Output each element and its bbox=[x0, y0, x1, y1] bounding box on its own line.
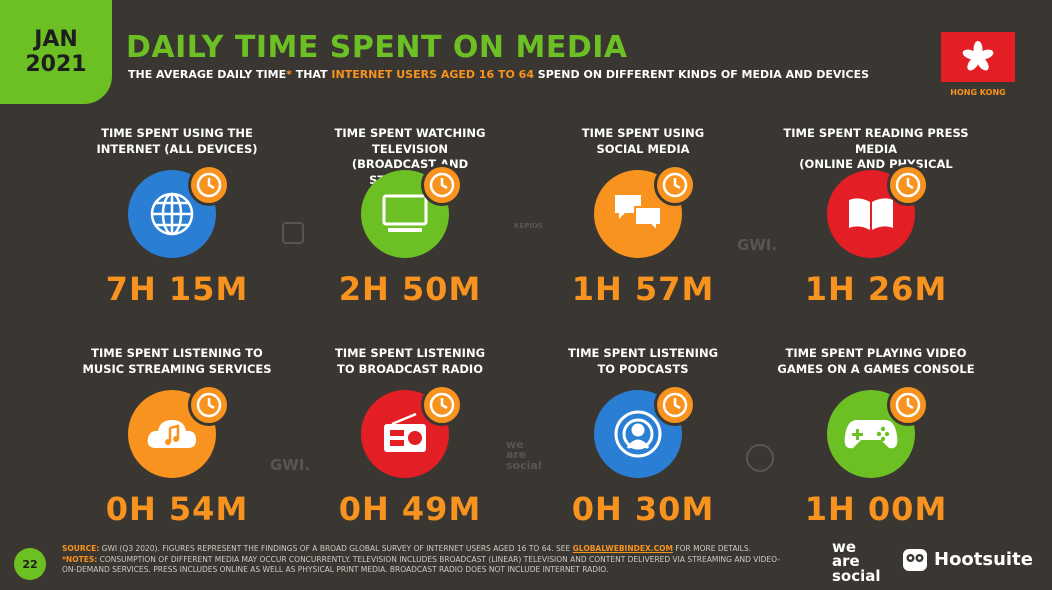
subtitle-post: SPEND ON DIFFERENT KINDS OF MEDIA AND DE… bbox=[533, 68, 870, 81]
metric-value: 0H 54M bbox=[105, 490, 249, 528]
clock-icon bbox=[654, 164, 696, 206]
source-text: GWI (Q3 2020). FIGURES REPRESENT THE FIN… bbox=[99, 544, 573, 553]
metric-music-streaming: TIME SPENT LISTENING TO MUSIC STREAMING … bbox=[67, 346, 287, 528]
clock-icon bbox=[887, 164, 929, 206]
gwi-watermark-2: GWI. bbox=[270, 456, 311, 474]
hootsuite-wordmark: Hootsuite bbox=[934, 548, 1033, 570]
footer-notes: SOURCE: GWI (Q3 2020). FIGURES REPRESENT… bbox=[62, 544, 782, 576]
globe-icon bbox=[128, 170, 216, 258]
metric-internet: TIME SPENT USING THE INTERNET (ALL DEVIC… bbox=[67, 126, 287, 308]
date-badge: JAN 2021 bbox=[0, 0, 112, 104]
metric-value: 1H 57M bbox=[571, 270, 715, 308]
metric-label: TIME SPENT USING THE INTERNET (ALL DEVIC… bbox=[96, 126, 258, 156]
metric-label: TIME SPENT LISTENING TO BROADCAST RADIO bbox=[334, 346, 486, 376]
owl-icon bbox=[903, 549, 927, 571]
clock-icon bbox=[887, 384, 929, 426]
date-year: 2021 bbox=[25, 52, 87, 77]
metric-value: 1H 00M bbox=[804, 490, 948, 528]
clock-icon bbox=[188, 384, 230, 426]
we-are-social-logo: we are social bbox=[832, 538, 881, 585]
book-icon bbox=[827, 170, 915, 258]
subtitle-star: * bbox=[286, 68, 292, 81]
we-are-social-watermark: we are social bbox=[506, 438, 542, 472]
page-number: 22 bbox=[14, 548, 46, 580]
gwi-watermark-1: GWI. bbox=[737, 236, 778, 254]
metric-value: 1H 26M bbox=[804, 270, 948, 308]
metric-value: 2H 50M bbox=[338, 270, 482, 308]
was-logo-line-1: we bbox=[832, 538, 857, 556]
clock-icon bbox=[654, 384, 696, 426]
was-line-3: social bbox=[506, 458, 542, 472]
page-subtitle: THE AVERAGE DAILY TIME* THAT INTERNET US… bbox=[128, 68, 869, 81]
metric-label: TIME SPENT PLAYING VIDEO GAMES ON A GAME… bbox=[777, 346, 975, 376]
gamepad-icon bbox=[827, 390, 915, 478]
metric-broadcast-radio: TIME SPENT LISTENING TO BROADCAST RADIO … bbox=[300, 346, 520, 528]
subtitle-highlight: INTERNET USERS AGED 16 TO 64 bbox=[331, 68, 534, 81]
metric-value: 0H 30M bbox=[571, 490, 715, 528]
notes-key: *NOTES: bbox=[62, 554, 98, 564]
was-line-1: we bbox=[506, 438, 524, 451]
source-key: SOURCE: bbox=[62, 544, 100, 553]
date-month: JAN bbox=[34, 26, 78, 52]
clock-icon bbox=[421, 384, 463, 426]
metric-social-media: TIME SPENT USING SOCIAL MEDIA 1H 57M bbox=[533, 126, 753, 308]
subtitle-mid: THAT bbox=[291, 68, 332, 81]
metric-press-media: TIME SPENT READING PRESS MEDIA (ONLINE A… bbox=[766, 126, 986, 308]
page-title: DAILY TIME SPENT ON MEDIA bbox=[126, 30, 628, 65]
lightbulb-watermark-icon bbox=[746, 444, 774, 472]
metric-games-console: TIME SPENT PLAYING VIDEO GAMES ON A GAME… bbox=[766, 346, 986, 528]
metric-label: TIME SPENT LISTENING TO MUSIC STREAMING … bbox=[82, 346, 272, 376]
metric-label: TIME SPENT LISTENING TO PODCASTS bbox=[567, 346, 719, 376]
clock-icon bbox=[421, 164, 463, 206]
metric-label: TIME SPENT WATCHING TELEVISION (BROADCAS… bbox=[334, 126, 486, 187]
source-tail: FOR MORE DETAILS. bbox=[672, 544, 752, 553]
metric-television: TIME SPENT WATCHING TELEVISION (BROADCAS… bbox=[300, 126, 520, 308]
source-link[interactable]: GLOBALWEBINDEX.COM bbox=[572, 544, 673, 553]
was-line-2: are bbox=[506, 448, 527, 462]
hong-kong-flag-icon bbox=[941, 32, 1015, 82]
clock-icon bbox=[188, 164, 230, 206]
hootsuite-logo: Hootsuite bbox=[902, 546, 1033, 572]
metric-podcasts: TIME SPENT LISTENING TO PODCASTS 0H 30M bbox=[533, 346, 753, 528]
country-label: HONG KONG bbox=[950, 88, 1006, 97]
metric-label: TIME SPENT READING PRESS MEDIA (ONLINE A… bbox=[783, 126, 969, 187]
kepios-watermark: KEPIOS bbox=[514, 222, 543, 230]
was-logo-line-2: are bbox=[832, 552, 860, 571]
was-logo-line-3: social bbox=[832, 566, 881, 585]
subtitle-pre: THE AVERAGE DAILY TIME bbox=[128, 68, 287, 81]
notes-text: CONSUMPTION OF DIFFERENT MEDIA MAY OCCUR… bbox=[62, 554, 780, 575]
metric-value: 7H 15M bbox=[105, 270, 249, 308]
metric-value: 0H 49M bbox=[338, 490, 482, 528]
hootsuite-owl-watermark-icon bbox=[282, 222, 304, 244]
metric-label: TIME SPENT USING SOCIAL MEDIA bbox=[581, 126, 705, 156]
